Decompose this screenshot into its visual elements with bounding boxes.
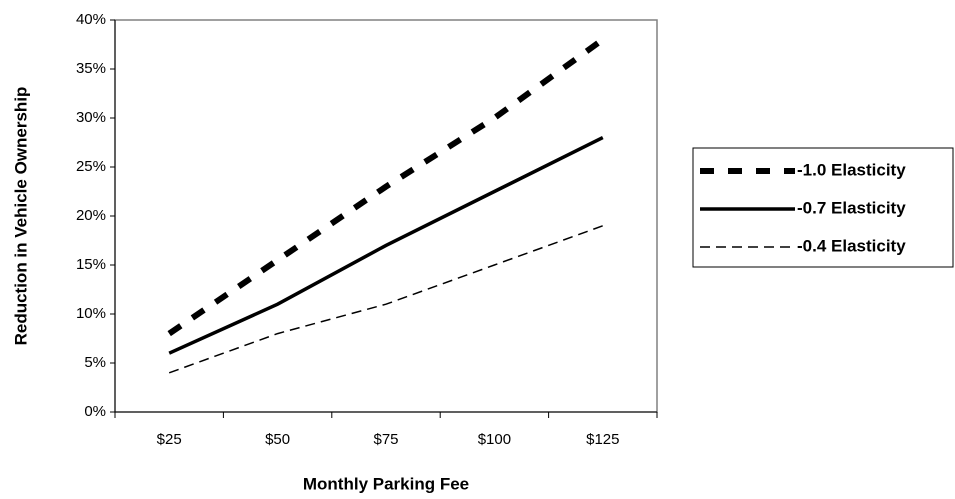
series-line <box>168 225 604 374</box>
y-tick-label: 10% <box>76 305 106 322</box>
legend-label: -1.0 Elasticity <box>797 160 906 179</box>
x-tick-label: $50 <box>265 431 290 448</box>
x-tick-label: $75 <box>373 431 398 448</box>
y-tick-label: 5% <box>84 354 106 371</box>
series-line <box>167 37 605 337</box>
y-tick-label: 30% <box>76 109 106 126</box>
y-tick-label: 35% <box>76 60 106 77</box>
series-line <box>168 136 604 355</box>
legend-label: -0.7 Elasticity <box>797 198 906 217</box>
x-axis-title: Monthly Parking Fee <box>303 474 469 493</box>
y-tick-label: 25% <box>76 158 106 175</box>
y-axis-title: Reduction in Vehicle Ownership <box>11 87 30 346</box>
legend-label: -0.4 Elasticity <box>797 236 906 255</box>
y-tick-label: 0% <box>84 403 106 420</box>
y-tick-label: 20% <box>76 207 106 224</box>
x-tick-label: $125 <box>586 431 619 448</box>
y-tick-label: 40% <box>76 11 106 28</box>
y-tick-label: 15% <box>76 256 106 273</box>
plot-area <box>114 19 658 413</box>
x-tick-label: $100 <box>478 431 511 448</box>
x-tick-label: $25 <box>157 431 182 448</box>
